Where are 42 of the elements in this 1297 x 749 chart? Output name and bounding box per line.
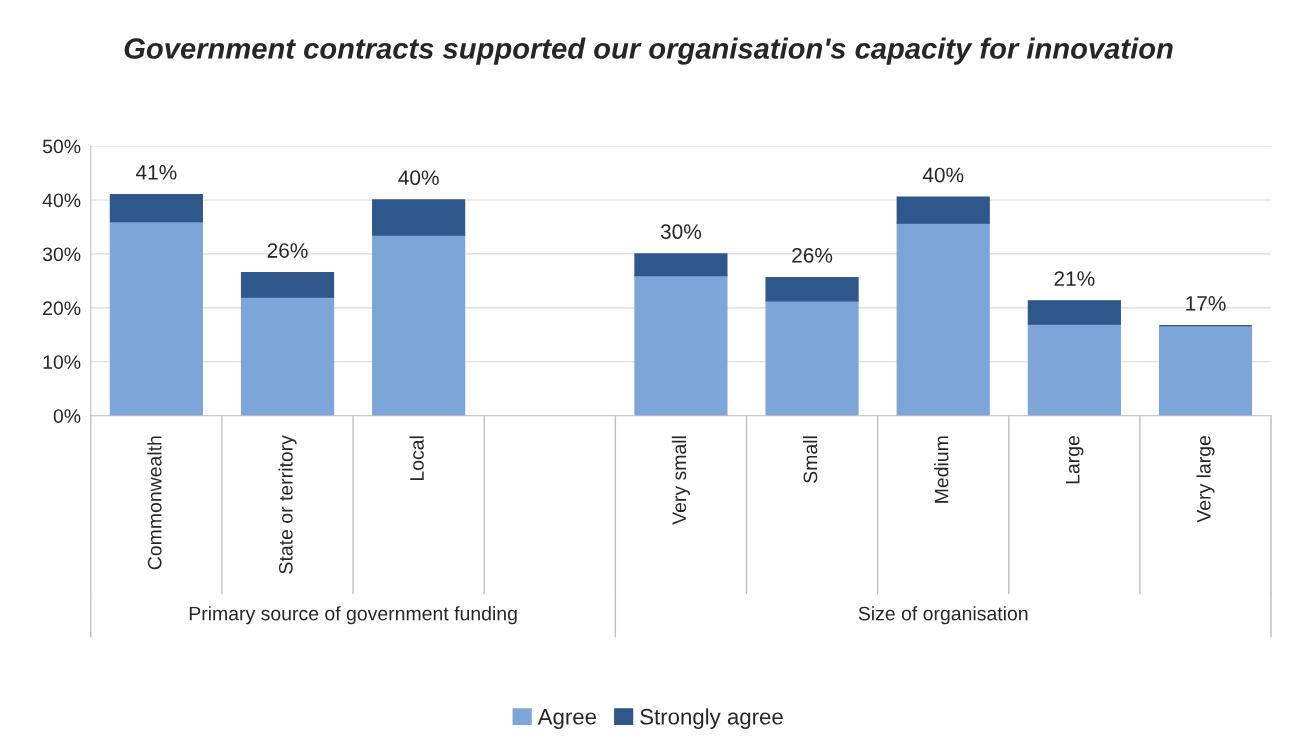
total-label: 40% xyxy=(922,167,964,183)
bar xyxy=(1027,300,1121,325)
legend-label: Agree xyxy=(537,709,597,729)
bar xyxy=(634,253,728,277)
bar xyxy=(765,276,859,302)
bar xyxy=(240,272,335,298)
y-tick-label: 30% xyxy=(42,247,81,262)
y-tick-label: 10% xyxy=(43,355,81,369)
total-label: 40% xyxy=(398,170,439,186)
total-label: 21% xyxy=(1054,271,1095,286)
total-label: 26% xyxy=(267,243,308,258)
chart-title: Government contracts supported our organisation's capacity for innovation xyxy=(124,37,1173,65)
x-tick-label: Very large xyxy=(1196,436,1215,523)
legend-label: Strongly agree xyxy=(640,708,783,729)
y-tick-label: 40% xyxy=(42,193,81,208)
x-tick-label: Medium xyxy=(934,436,949,503)
bar xyxy=(240,296,335,416)
bar xyxy=(1158,324,1253,416)
bar xyxy=(896,222,990,416)
total-label: 17% xyxy=(1186,296,1226,311)
bar xyxy=(896,196,990,224)
x-tick-label: Small xyxy=(803,436,818,483)
y-tick-label: 50% xyxy=(42,139,81,154)
text: Primary source of government funding xyxy=(189,606,517,625)
bar xyxy=(109,193,203,223)
bar xyxy=(372,234,466,416)
y-tick-label: 0% xyxy=(53,409,81,423)
total-label: 26% xyxy=(792,247,833,263)
x-tick-label: Commonwealth xyxy=(147,436,162,570)
total-label: 30% xyxy=(660,224,702,240)
bar xyxy=(765,300,859,416)
x-tick-label: State or territory xyxy=(278,435,297,574)
bar xyxy=(109,220,203,416)
x-tick-label: Large xyxy=(1066,436,1084,484)
y-tick-label: 20% xyxy=(43,301,81,316)
bar xyxy=(372,199,466,236)
bar xyxy=(1027,323,1121,416)
x-tick-label: Very small xyxy=(671,436,690,525)
total-label: 41% xyxy=(135,165,177,180)
bar xyxy=(634,274,728,416)
text: Size of organisation xyxy=(858,606,1028,625)
x-tick-label: Local xyxy=(409,436,424,481)
